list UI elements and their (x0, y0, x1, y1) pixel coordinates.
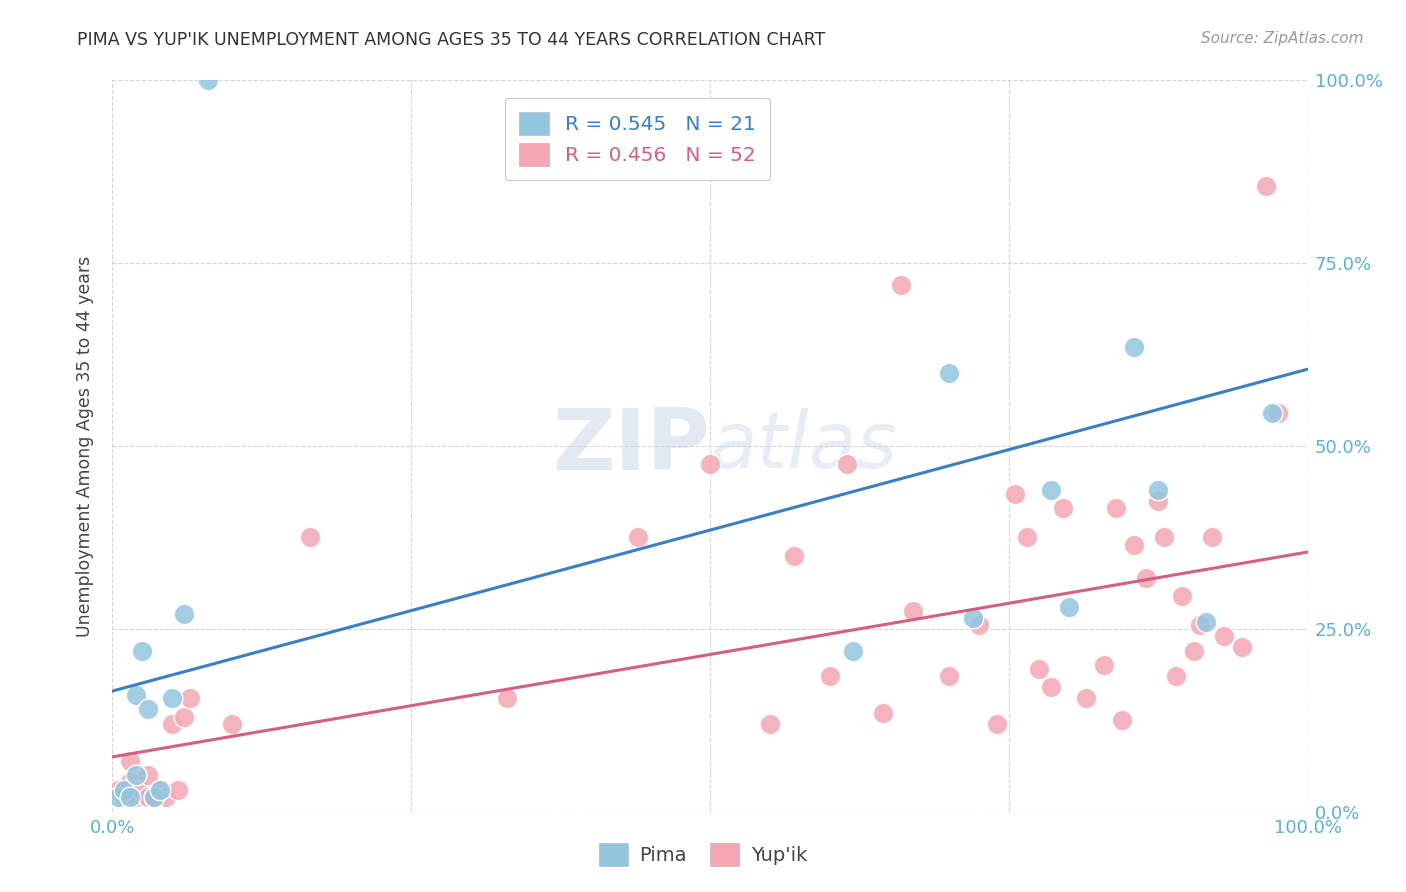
Point (120, 754, 142, 768)
Point (782, 549, 804, 563)
Point (197, 73, 219, 87)
Point (162, 691, 183, 706)
Point (1182, 644, 1205, 658)
Point (1189, 618, 1212, 632)
Point (131, 782, 153, 797)
Point (1147, 483, 1170, 497)
Point (114, 790, 135, 805)
Y-axis label: Unemployment Among Ages 35 to 44 years: Unemployment Among Ages 35 to 44 years (76, 255, 94, 637)
Point (1123, 538, 1146, 552)
Point (1166, 669, 1188, 683)
Point (143, 790, 166, 805)
Point (1153, 530, 1175, 544)
Point (1267, 406, 1289, 420)
Point (1254, 179, 1277, 194)
Point (890, 278, 912, 293)
Point (162, 717, 183, 731)
Point (842, 644, 865, 658)
Point (120, 775, 142, 789)
Point (138, 702, 160, 716)
Point (125, 768, 148, 782)
Point (967, 618, 990, 632)
Point (938, 669, 960, 683)
Point (221, 717, 243, 731)
Point (1052, 501, 1074, 516)
Point (1213, 629, 1236, 643)
Point (173, 709, 195, 723)
Point (1094, 658, 1116, 673)
Point (1201, 530, 1223, 544)
Point (1261, 406, 1284, 420)
Point (1230, 640, 1253, 655)
Point (1028, 662, 1050, 676)
Point (872, 706, 894, 720)
Point (1076, 691, 1098, 706)
Text: PIMA VS YUP'IK UNEMPLOYMENT AMONG AGES 35 TO 44 YEARS CORRELATION CHART: PIMA VS YUP'IK UNEMPLOYMENT AMONG AGES 3… (77, 31, 825, 49)
Point (1195, 615, 1218, 629)
Point (627, 530, 650, 544)
Point (1039, 483, 1062, 497)
Point (986, 717, 1008, 731)
Point (1004, 486, 1026, 500)
Point (837, 457, 859, 471)
Point (131, 644, 153, 658)
Point (496, 691, 519, 706)
Point (818, 669, 841, 683)
Point (1105, 501, 1128, 516)
Legend: R = 0.545   N = 21, R = 0.456   N = 52: R = 0.545 N = 21, R = 0.456 N = 52 (505, 97, 770, 180)
Point (1135, 571, 1157, 585)
Point (107, 790, 129, 805)
Point (1147, 494, 1170, 508)
Point (107, 782, 129, 797)
Point (962, 611, 984, 625)
Point (903, 603, 925, 617)
Point (149, 782, 172, 797)
Point (138, 768, 160, 782)
Point (179, 691, 201, 706)
Point (114, 782, 135, 797)
Point (298, 530, 321, 544)
Text: ZIP: ZIP (553, 404, 710, 488)
Point (1039, 681, 1062, 695)
Point (149, 782, 172, 797)
Point (1171, 589, 1194, 603)
Point (173, 607, 195, 622)
Text: atlas: atlas (710, 408, 898, 484)
Point (938, 366, 960, 380)
Point (1015, 530, 1038, 544)
Point (1123, 340, 1146, 354)
Point (699, 457, 721, 471)
Point (1111, 714, 1133, 728)
Point (143, 790, 166, 805)
Point (120, 790, 142, 805)
Point (167, 782, 190, 797)
Point (1057, 599, 1080, 614)
Point (125, 790, 148, 805)
Point (759, 717, 782, 731)
Legend: Pima, Yup'ik: Pima, Yup'ik (591, 835, 815, 873)
Point (138, 790, 160, 805)
Point (155, 790, 177, 805)
Point (125, 688, 148, 702)
Text: Source: ZipAtlas.com: Source: ZipAtlas.com (1201, 31, 1364, 46)
